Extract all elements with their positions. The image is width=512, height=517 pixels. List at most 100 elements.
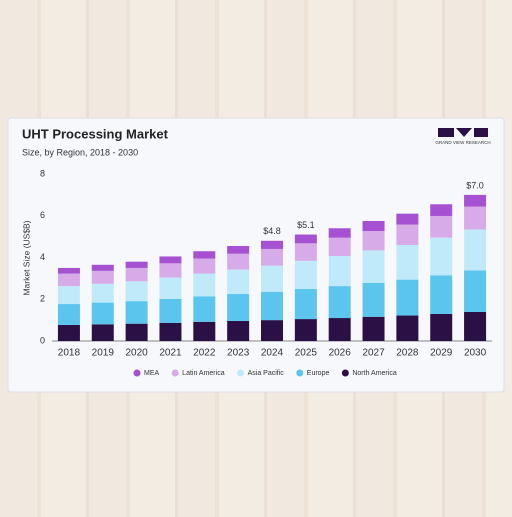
bar-segment [464, 229, 487, 271]
bar-segment [91, 324, 114, 341]
bar-segment [294, 260, 317, 290]
bar-segment [91, 283, 114, 303]
logo: GRAND VIEW RESEARCH [435, 128, 491, 145]
bar-segment [396, 279, 419, 316]
bar-segment [125, 267, 148, 282]
legend-marker [296, 369, 304, 377]
y-axis-label: Market Size (US$B) [21, 220, 31, 295]
bar-segment [227, 269, 250, 295]
bar-segment [227, 253, 250, 270]
bar-segment [328, 318, 351, 341]
bar-segment [396, 315, 419, 341]
annotation: $5.1 [297, 220, 315, 230]
bar-segment [464, 311, 487, 341]
bar-segment [328, 237, 351, 257]
bar-segment [362, 230, 385, 251]
bar-segment [125, 261, 148, 268]
bar-segment [159, 298, 182, 323]
x-tick-label: 2021 [159, 348, 182, 359]
y-tick-label: 8 [40, 168, 45, 178]
logo-text: GRAND VIEW RESEARCH [435, 140, 490, 145]
bar-segment [159, 256, 182, 264]
x-tick-label: 2029 [430, 348, 453, 359]
bar-segment [430, 237, 453, 276]
x-tick-label: 2020 [125, 348, 148, 359]
chart-subtitle: Size, by Region, 2018 - 2030 [22, 147, 138, 157]
annotation: $7.0 [466, 180, 484, 190]
x-tick-label: 2024 [261, 348, 284, 359]
legend-marker [171, 369, 179, 377]
legend-marker [341, 369, 349, 377]
x-tick-label: 2018 [58, 348, 81, 359]
legend-marker [237, 369, 245, 377]
x-tick-label: 2028 [396, 348, 419, 359]
bar-segment [193, 296, 216, 322]
bar-segment [294, 234, 317, 244]
bar-segment [91, 270, 114, 284]
bar-segment [193, 273, 216, 297]
legend-marker [133, 369, 141, 377]
bar-segment [328, 286, 351, 319]
bar-segment [125, 301, 148, 324]
bar-segment [57, 304, 80, 325]
bar-segment [430, 313, 453, 341]
bar-segment [159, 322, 182, 341]
bar-segment [464, 206, 487, 230]
y-tick-label: 2 [40, 294, 45, 304]
annotation: $4.8 [263, 226, 281, 236]
bar-segment [261, 248, 283, 266]
bar-segment [261, 240, 283, 249]
bar-segment [294, 319, 317, 341]
y-tick-label: 6 [40, 210, 45, 220]
x-tick-label: 2030 [464, 348, 487, 359]
legend-label: North America [352, 370, 396, 377]
legend-label: MEA [144, 370, 160, 377]
bar-segment [57, 273, 80, 287]
bar-segment [261, 265, 283, 292]
bar-segment [328, 256, 351, 287]
bar-segment [193, 321, 216, 341]
y-tick-label: 4 [40, 252, 45, 262]
bar-segment [57, 324, 80, 341]
bar-segment [464, 194, 487, 207]
bar-segment [430, 215, 453, 238]
bar-segment [430, 275, 453, 314]
bar-segment [125, 281, 148, 302]
bar-segment [159, 277, 182, 299]
bar-segment [362, 316, 385, 341]
bar-segment [159, 263, 182, 278]
bar-segment [396, 224, 419, 245]
bar-segment [362, 220, 385, 231]
bar-segment [396, 213, 419, 225]
bar-segment [57, 286, 80, 305]
bar-segment [430, 204, 453, 216]
bar-segment [294, 289, 317, 320]
bar-segment [328, 228, 351, 238]
bar-segment [261, 291, 283, 321]
x-tick-label: 2019 [92, 348, 115, 359]
x-tick-label: 2022 [193, 348, 216, 359]
bar-segment [362, 250, 385, 283]
bar-segment [193, 251, 216, 259]
bar-segment [362, 282, 385, 317]
legend-label: Latin America [182, 370, 225, 377]
bar-segment [464, 270, 487, 312]
legend-label: Asia Pacific [248, 370, 285, 377]
chart-title: UHT Processing Market [22, 126, 169, 141]
legend-label: Europe [307, 370, 330, 377]
bar-segment [91, 264, 114, 271]
x-tick-label: 2023 [227, 348, 250, 359]
bar-segment [261, 320, 283, 341]
bar-segment [57, 267, 80, 274]
bar-segment [125, 323, 148, 341]
bar-segment [91, 302, 114, 325]
bar-segment [227, 246, 250, 254]
bar-segment [294, 243, 317, 261]
y-tick-label: 0 [40, 335, 45, 345]
bar-segment [396, 244, 419, 280]
bar-segment [193, 258, 216, 274]
x-tick-label: 2025 [295, 348, 318, 359]
x-tick-label: 2026 [329, 348, 352, 359]
